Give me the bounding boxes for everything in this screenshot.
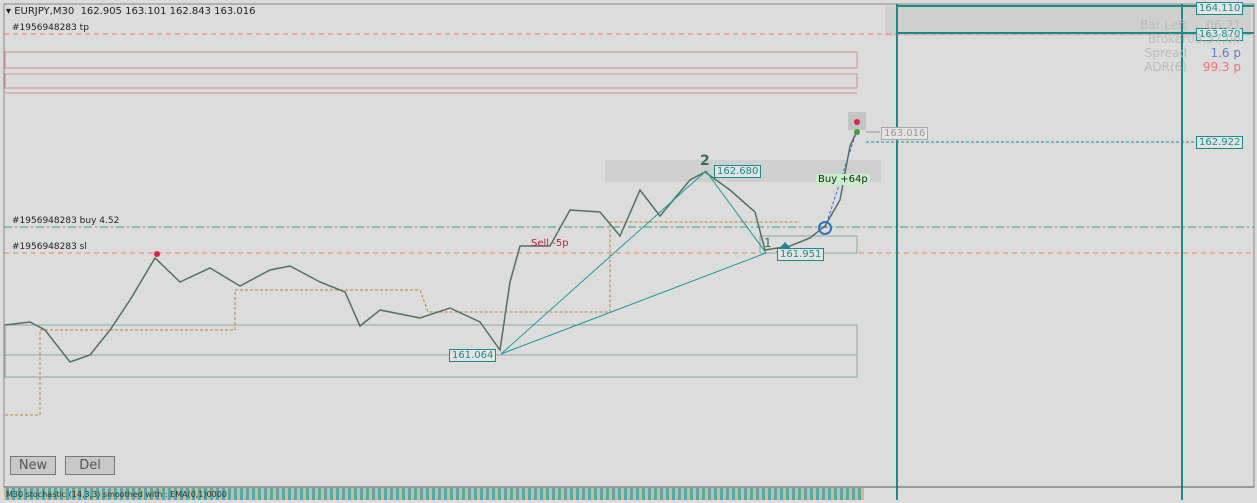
order-label: #1956948283 sl xyxy=(12,242,87,252)
price-label: 163.016 xyxy=(881,127,929,140)
wave-label: 2 xyxy=(700,153,710,169)
order-label: #1956948283 buy 4.52 xyxy=(12,216,120,226)
symbol: EURJPY,M30 xyxy=(14,6,75,17)
trade-line xyxy=(824,132,857,229)
info-value: 06:21 xyxy=(1206,18,1241,32)
trail-line xyxy=(5,221,800,416)
ohlc: 162.905 163.101 162.843 163.016 xyxy=(80,6,256,17)
panel-shade xyxy=(885,6,1251,36)
zone xyxy=(4,324,858,378)
exit-marker xyxy=(854,129,860,135)
info-label: Spread xyxy=(1144,46,1187,60)
signal-dot xyxy=(154,251,160,257)
price-label: 161.951 xyxy=(777,248,825,261)
trade-annotation: Buy +64p xyxy=(816,174,870,185)
signal-dot xyxy=(854,119,860,125)
price-label: 163.870 xyxy=(1196,28,1244,41)
info-label: Broker xyxy=(1147,32,1187,46)
indicator-title: M30 stochastic (14,3,3) smoothed with : … xyxy=(6,490,227,499)
price-label: 162.922 xyxy=(1196,136,1244,149)
info-label: ADR(6) xyxy=(1144,60,1187,74)
indicator-bars xyxy=(4,488,864,500)
zone xyxy=(4,73,858,89)
pattern xyxy=(500,170,767,355)
chart-border xyxy=(3,3,1255,488)
price-line xyxy=(4,130,858,363)
zone xyxy=(4,51,858,69)
order-label: #1956948283 tp xyxy=(12,23,89,33)
del-button[interactable]: Del xyxy=(65,456,115,475)
info-value: 99.3 p xyxy=(1202,60,1241,74)
price-label: 162.680 xyxy=(714,165,762,178)
info-label: Bar Left xyxy=(1140,18,1187,32)
entry-marker xyxy=(818,221,832,235)
new-button[interactable]: New xyxy=(10,456,56,475)
wave-label: 1 xyxy=(764,236,772,250)
trade-annotation: Sell -5p xyxy=(531,238,569,249)
info-value: 1.6 p xyxy=(1210,46,1241,60)
price-label: 161.064 xyxy=(449,349,497,362)
price-label: 164.110 xyxy=(1196,2,1244,15)
info-value: 03:37:06 xyxy=(1187,32,1241,46)
header: ▾ EURJPY,M30 162.905 163.101 162.843 163… xyxy=(6,6,256,17)
